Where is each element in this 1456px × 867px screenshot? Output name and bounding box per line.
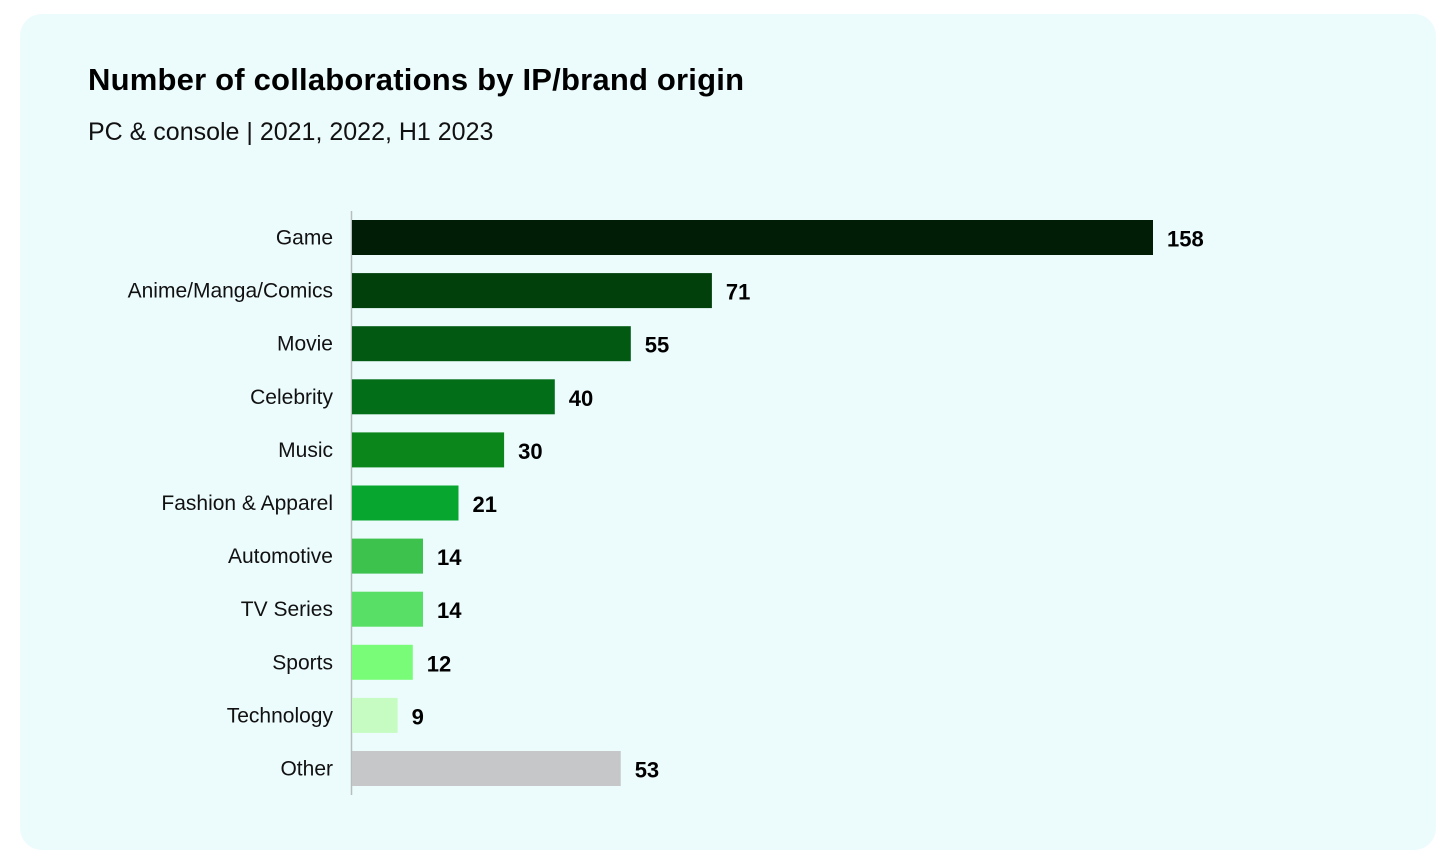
value-label-anime-manga-comics: 71 <box>726 280 750 305</box>
bar-movie <box>352 326 631 362</box>
value-label-tv-series: 14 <box>437 598 462 623</box>
category-label-movie: Movie <box>277 333 333 356</box>
bar-automotive <box>352 538 423 574</box>
value-label-movie: 55 <box>645 333 669 358</box>
category-label-automotive: Automotive <box>228 545 333 568</box>
bar-game <box>352 220 1153 255</box>
category-label-music: Music <box>278 439 333 462</box>
bar-celebrity <box>352 379 555 415</box>
category-label-fashion-and-apparel: Fashion & Apparel <box>161 492 333 515</box>
bar-anime-manga-comics <box>352 273 712 309</box>
chart-subtitle: PC & console | 2021, 2022, H1 2023 <box>88 118 494 146</box>
chart-card <box>20 14 1436 850</box>
bar-other <box>352 751 621 786</box>
chart-title: Number of collaborations by IP/brand ori… <box>88 62 745 97</box>
category-label-sports: Sports <box>272 651 333 674</box>
value-label-game: 158 <box>1167 227 1204 252</box>
value-label-technology: 9 <box>412 704 424 729</box>
value-label-automotive: 14 <box>437 545 462 570</box>
category-label-technology: Technology <box>227 704 334 727</box>
category-label-celebrity: Celebrity <box>250 386 333 409</box>
bar-technology <box>352 697 398 733</box>
bar-fashion-and-apparel <box>352 485 459 521</box>
category-label-anime-manga-comics: Anime/Manga/Comics <box>128 280 333 303</box>
bar-tv-series <box>352 591 423 627</box>
category-label-tv-series: TV Series <box>241 598 333 621</box>
value-label-celebrity: 40 <box>569 386 593 411</box>
value-label-music: 30 <box>518 439 542 464</box>
bar-music <box>352 432 505 468</box>
bar-sports <box>352 644 413 680</box>
value-label-other: 53 <box>635 758 659 783</box>
value-label-fashion-and-apparel: 21 <box>473 492 497 517</box>
bars-group: Game 158 Anime/Manga/Comics 71 Movie 55 Celebr… <box>128 220 1204 786</box>
category-label-other: Other <box>280 758 333 781</box>
value-label-sports: 12 <box>427 651 451 676</box>
category-label-game: Game <box>276 227 333 250</box>
